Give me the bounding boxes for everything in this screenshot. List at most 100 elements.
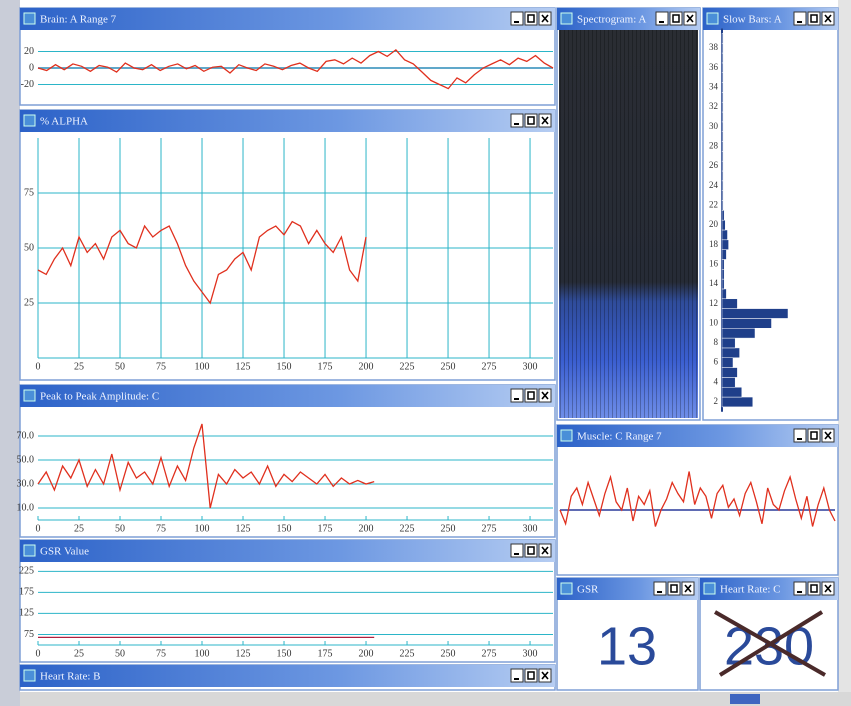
y-tick-label: 32 — [709, 101, 718, 111]
minimize-button[interactable] — [511, 114, 523, 127]
y-tick-label: 0 — [29, 62, 34, 73]
window-title: GSR — [577, 584, 599, 596]
window-title: Muscle: C Range 7 — [577, 431, 662, 443]
maximize-button[interactable] — [525, 389, 537, 402]
screen: Brain: A Range 7200-20% ALPHA25507502550… — [0, 0, 851, 706]
x-tick-label: 250 — [441, 523, 456, 534]
minimize-button[interactable] — [794, 12, 806, 25]
minimize-button[interactable] — [511, 544, 523, 557]
x-tick-label: 275 — [482, 361, 497, 372]
y-tick-label: 24 — [709, 180, 719, 190]
y-tick-label: 20 — [24, 46, 34, 57]
x-tick-label: 150 — [277, 523, 292, 534]
bar — [722, 33, 723, 43]
y-tick-label: 125 — [19, 608, 34, 619]
maximize-button[interactable] — [525, 669, 537, 682]
bar — [722, 250, 726, 260]
bar — [722, 161, 723, 171]
x-tick-label: 125 — [236, 648, 251, 659]
window-icon — [561, 13, 572, 24]
x-tick-label: 225 — [400, 648, 415, 659]
bar — [722, 181, 723, 191]
bar — [722, 83, 723, 93]
right-edge — [838, 0, 851, 692]
bar — [722, 279, 724, 289]
y-tick-label: 28 — [709, 141, 719, 151]
window-icon — [24, 545, 35, 556]
maximize-button[interactable] — [670, 12, 682, 25]
y-tick-label: 25 — [24, 297, 34, 308]
x-tick-label: 250 — [441, 361, 456, 372]
y-tick-label: 70.0 — [17, 430, 35, 441]
gsr-value: 13 — [597, 616, 657, 676]
x-tick-label: 100 — [195, 523, 210, 534]
minimize-button[interactable] — [794, 429, 806, 442]
bar — [722, 377, 735, 387]
window-icon — [704, 583, 715, 594]
maximize-button[interactable] — [668, 582, 680, 595]
y-tick-label: 30 — [709, 121, 719, 131]
x-tick-label: 125 — [236, 523, 251, 534]
y-tick-label: 175 — [19, 587, 34, 598]
minimize-button[interactable] — [511, 669, 523, 682]
maximize-button[interactable] — [525, 114, 537, 127]
x-tick-label: 200 — [359, 648, 374, 659]
scrollbar[interactable] — [20, 692, 851, 706]
bar — [722, 92, 723, 102]
x-tick-label: 175 — [318, 523, 333, 534]
window-icon — [24, 670, 35, 681]
x-tick-label: 150 — [277, 648, 292, 659]
y-tick-label: 12 — [709, 298, 718, 308]
y-tick-label: 20 — [709, 219, 719, 229]
x-tick-label: 25 — [74, 523, 84, 534]
window-title: Brain: A Range 7 — [40, 14, 117, 26]
maximize-button[interactable] — [525, 12, 537, 25]
maximize-button[interactable] — [808, 429, 820, 442]
x-tick-label: 75 — [156, 648, 166, 659]
window-title: Heart Rate: C — [720, 584, 780, 596]
y-tick-label: 14 — [709, 278, 719, 288]
bar — [722, 358, 733, 368]
x-tick-label: 200 — [359, 523, 374, 534]
bar — [722, 318, 772, 328]
x-tick-label: 275 — [482, 648, 497, 659]
bar — [722, 397, 753, 407]
bar — [722, 348, 740, 358]
x-tick-label: 300 — [523, 523, 538, 534]
maximize-button[interactable] — [808, 582, 820, 595]
bar — [722, 259, 724, 269]
x-tick-label: 50 — [115, 648, 125, 659]
minimize-button[interactable] — [656, 12, 668, 25]
y-tick-label: 10 — [709, 317, 719, 327]
x-tick-label: 225 — [400, 523, 415, 534]
maximize-button[interactable] — [525, 544, 537, 557]
maximize-button[interactable] — [808, 12, 820, 25]
y-tick-label: 75 — [24, 187, 34, 198]
x-tick-label: 200 — [359, 361, 374, 372]
minimize-button[interactable] — [654, 582, 666, 595]
window-icon — [561, 583, 572, 594]
bar — [722, 102, 723, 112]
y-tick-label: 2 — [714, 396, 719, 406]
x-tick-label: 0 — [36, 523, 41, 534]
bar — [722, 122, 723, 132]
window-icon — [24, 115, 35, 126]
bar — [722, 269, 724, 279]
bar — [722, 210, 724, 220]
taskbar-icon[interactable] — [730, 694, 760, 704]
minimize-button[interactable] — [794, 582, 806, 595]
minimize-button[interactable] — [511, 12, 523, 25]
minimize-button[interactable] — [511, 389, 523, 402]
x-tick-label: 125 — [236, 361, 251, 372]
x-tick-label: 250 — [441, 648, 456, 659]
x-tick-label: 300 — [523, 648, 538, 659]
y-tick-label: 16 — [709, 258, 719, 268]
x-tick-label: 75 — [156, 523, 166, 534]
y-tick-label: 50.0 — [17, 454, 35, 465]
bar — [722, 53, 723, 63]
window-title: Peak to Peak Amplitude: C — [40, 391, 159, 403]
x-tick-label: 275 — [482, 523, 497, 534]
bar — [722, 73, 723, 83]
x-tick-label: 100 — [195, 648, 210, 659]
bar — [722, 338, 735, 348]
